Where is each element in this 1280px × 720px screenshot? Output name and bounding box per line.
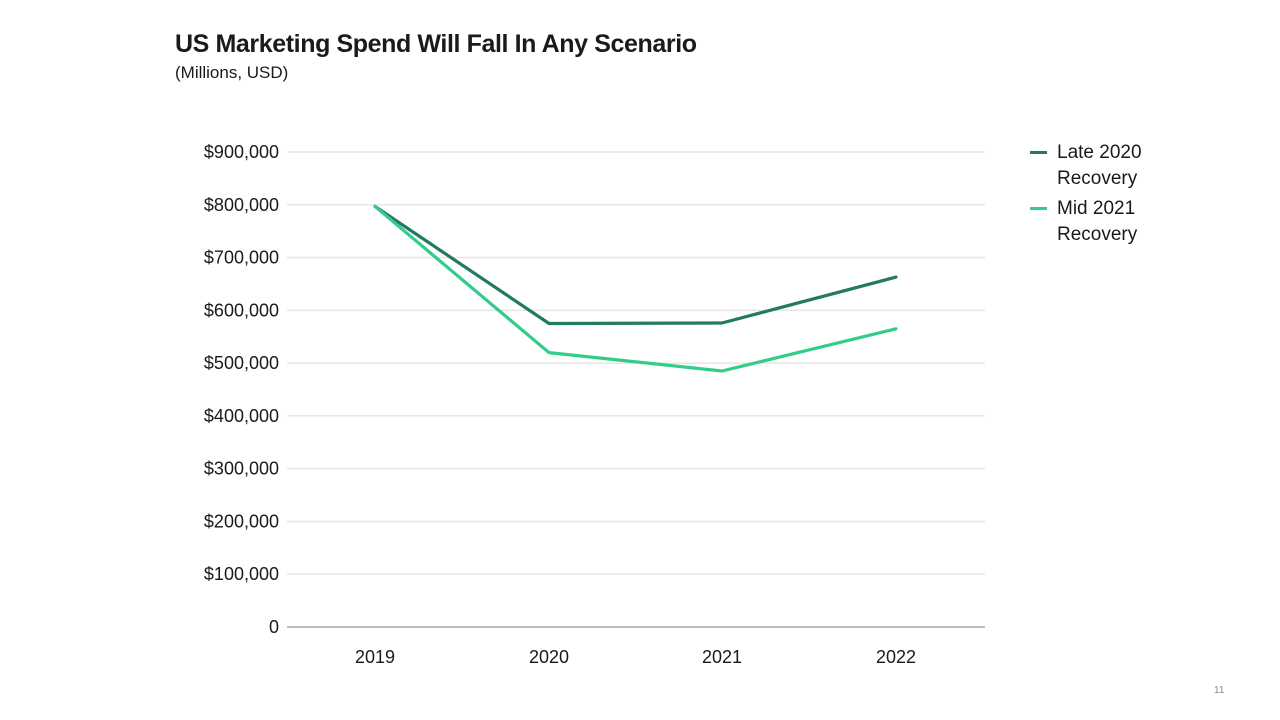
x-axis-ticks: 2019 2020 2021 2022 (355, 647, 916, 667)
chart-title: US Marketing Spend Will Fall In Any Scen… (175, 30, 697, 58)
y-tick-label: $600,000 (204, 300, 279, 320)
x-tick-label: 2020 (529, 647, 569, 667)
legend-item-2: Mid 2021 Recovery (1030, 196, 1190, 248)
series-line-1 (373, 204, 898, 326)
y-tick-label: $700,000 (204, 248, 279, 268)
slide-number: 11 (1214, 685, 1225, 696)
legend-label: Mid 2021 Recovery (1057, 198, 1138, 245)
y-tick-label: $900,000 (204, 142, 279, 162)
y-tick-label: 0 (269, 617, 279, 637)
y-tick-label: $800,000 (204, 195, 279, 215)
y-tick-label: $500,000 (204, 353, 279, 373)
legend-swatch (1030, 151, 1047, 154)
x-tick-label: 2019 (355, 647, 395, 667)
y-tick-label: $400,000 (204, 406, 279, 426)
chart-subtitle: (Millions, USD) (175, 63, 289, 82)
legend-item-1: Late 2020 Recovery (1030, 140, 1190, 192)
gridlines (287, 151, 985, 628)
y-tick-label: $200,000 (204, 511, 279, 531)
y-tick-label: $100,000 (204, 564, 279, 584)
y-axis-ticks: 0 $100,000 $200,000 $300,000 $400,000 $500,00… (204, 142, 279, 637)
series-lines (373, 204, 898, 373)
x-tick-label: 2022 (876, 647, 916, 667)
series-line-2 (373, 204, 898, 373)
legend-label: Late 2020 Recovery (1057, 142, 1142, 189)
x-tick-label: 2021 (702, 647, 742, 667)
y-tick-label: $300,000 (204, 459, 279, 479)
legend: Late 2020 Recovery Mid 2021 Recovery (1030, 140, 1190, 252)
legend-swatch (1030, 207, 1047, 210)
